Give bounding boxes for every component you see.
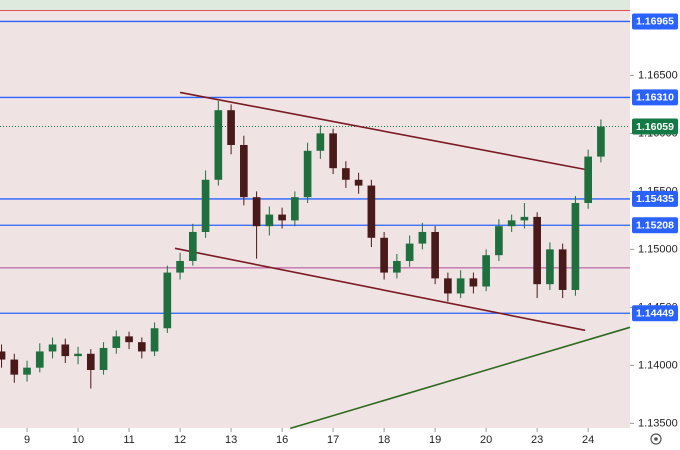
- x-tick-label: 24: [582, 434, 594, 446]
- candle-body: [23, 367, 31, 375]
- settings-icon[interactable]: [650, 433, 662, 445]
- x-tick-label: 23: [531, 434, 543, 446]
- x-tick-label: 9: [24, 434, 30, 446]
- last-price-label: 1.16059: [636, 121, 674, 133]
- settings-ring[interactable]: [650, 433, 662, 445]
- level-label: 1.15435: [636, 193, 674, 205]
- candle-body: [571, 202, 580, 290]
- y-tick-label: 1.16500: [638, 69, 678, 81]
- x-tick-label: 13: [225, 434, 237, 446]
- level-label: 1.14449: [636, 308, 674, 320]
- candle-body: [265, 214, 274, 227]
- candle-body: [342, 168, 350, 180]
- candle-body: [176, 260, 184, 273]
- last-price-box: [632, 118, 678, 135]
- candle-body: [584, 156, 592, 203]
- x-tick-label: 16: [276, 434, 288, 446]
- candle-body: [546, 249, 554, 285]
- candle-body: [99, 347, 108, 371]
- candle-body: [329, 133, 337, 169]
- candle-body: [74, 353, 82, 357]
- trend-line: [179, 91, 591, 172]
- y-tick-label: 1.14000: [638, 359, 678, 371]
- candle-body: [316, 133, 325, 151]
- candle-body: [405, 243, 414, 261]
- candle-body: [444, 278, 452, 294]
- candle-body: [189, 231, 197, 261]
- candle-body: [35, 351, 44, 368]
- level-label: 1.16310: [636, 92, 674, 104]
- x-tick-label: 12: [174, 434, 186, 446]
- candle-body: [367, 185, 376, 238]
- candle-body: [61, 344, 70, 357]
- candle-body: [227, 110, 235, 145]
- trend-line: [290, 326, 631, 430]
- candle-body: [520, 216, 529, 221]
- level-label-box: [632, 89, 678, 106]
- candle-body: [112, 336, 121, 348]
- candle-body: [354, 179, 363, 186]
- x-tick-label: 11: [123, 434, 134, 446]
- candle-body: [393, 260, 401, 273]
- candle-body: [137, 342, 146, 352]
- level-label-box: [632, 217, 678, 234]
- settings-dot[interactable]: [654, 437, 658, 441]
- candle-body: [150, 328, 159, 352]
- candle-body: [469, 278, 478, 287]
- candle-body: [278, 214, 286, 221]
- level-label: 1.15208: [636, 220, 674, 232]
- candle-body: [252, 197, 261, 227]
- candle-body: [10, 359, 19, 375]
- candle-body: [163, 272, 172, 329]
- x-tick-label: 18: [378, 434, 390, 446]
- candle-body: [431, 231, 439, 279]
- candle-body: [597, 126, 605, 157]
- candle-body: [558, 249, 567, 290]
- candle-body: [125, 336, 133, 343]
- candle-body: [380, 237, 388, 273]
- level-label-box: [632, 13, 678, 30]
- candle-body: [0, 351, 6, 360]
- y-tick-label: 1.13500: [638, 417, 678, 429]
- trend-line: [174, 247, 586, 332]
- candle-body: [482, 255, 490, 287]
- level-label-box: [632, 305, 678, 322]
- candle-body: [533, 216, 541, 285]
- x-tick-label: 19: [429, 434, 441, 446]
- x-tick-label: 17: [327, 434, 339, 446]
- candle-body: [418, 231, 427, 244]
- candle-body: [86, 353, 95, 371]
- y-tick-label: 1.15000: [638, 243, 678, 255]
- level-label-box: [632, 190, 678, 207]
- candle-body: [214, 110, 223, 180]
- x-tick-label: 20: [480, 434, 492, 446]
- x-tick-label: 10: [72, 434, 84, 446]
- candle-body: [303, 150, 312, 198]
- candle-body: [507, 220, 516, 227]
- candle-body: [456, 278, 465, 294]
- candle-body: [48, 344, 57, 352]
- candle-body: [495, 226, 503, 256]
- candle-body: [201, 179, 210, 232]
- candle-body: [240, 144, 248, 198]
- level-label: 1.16965: [636, 16, 674, 28]
- time-axis: [0, 428, 630, 450]
- candle-body: [291, 197, 299, 221]
- upper-zone: [0, 0, 630, 10]
